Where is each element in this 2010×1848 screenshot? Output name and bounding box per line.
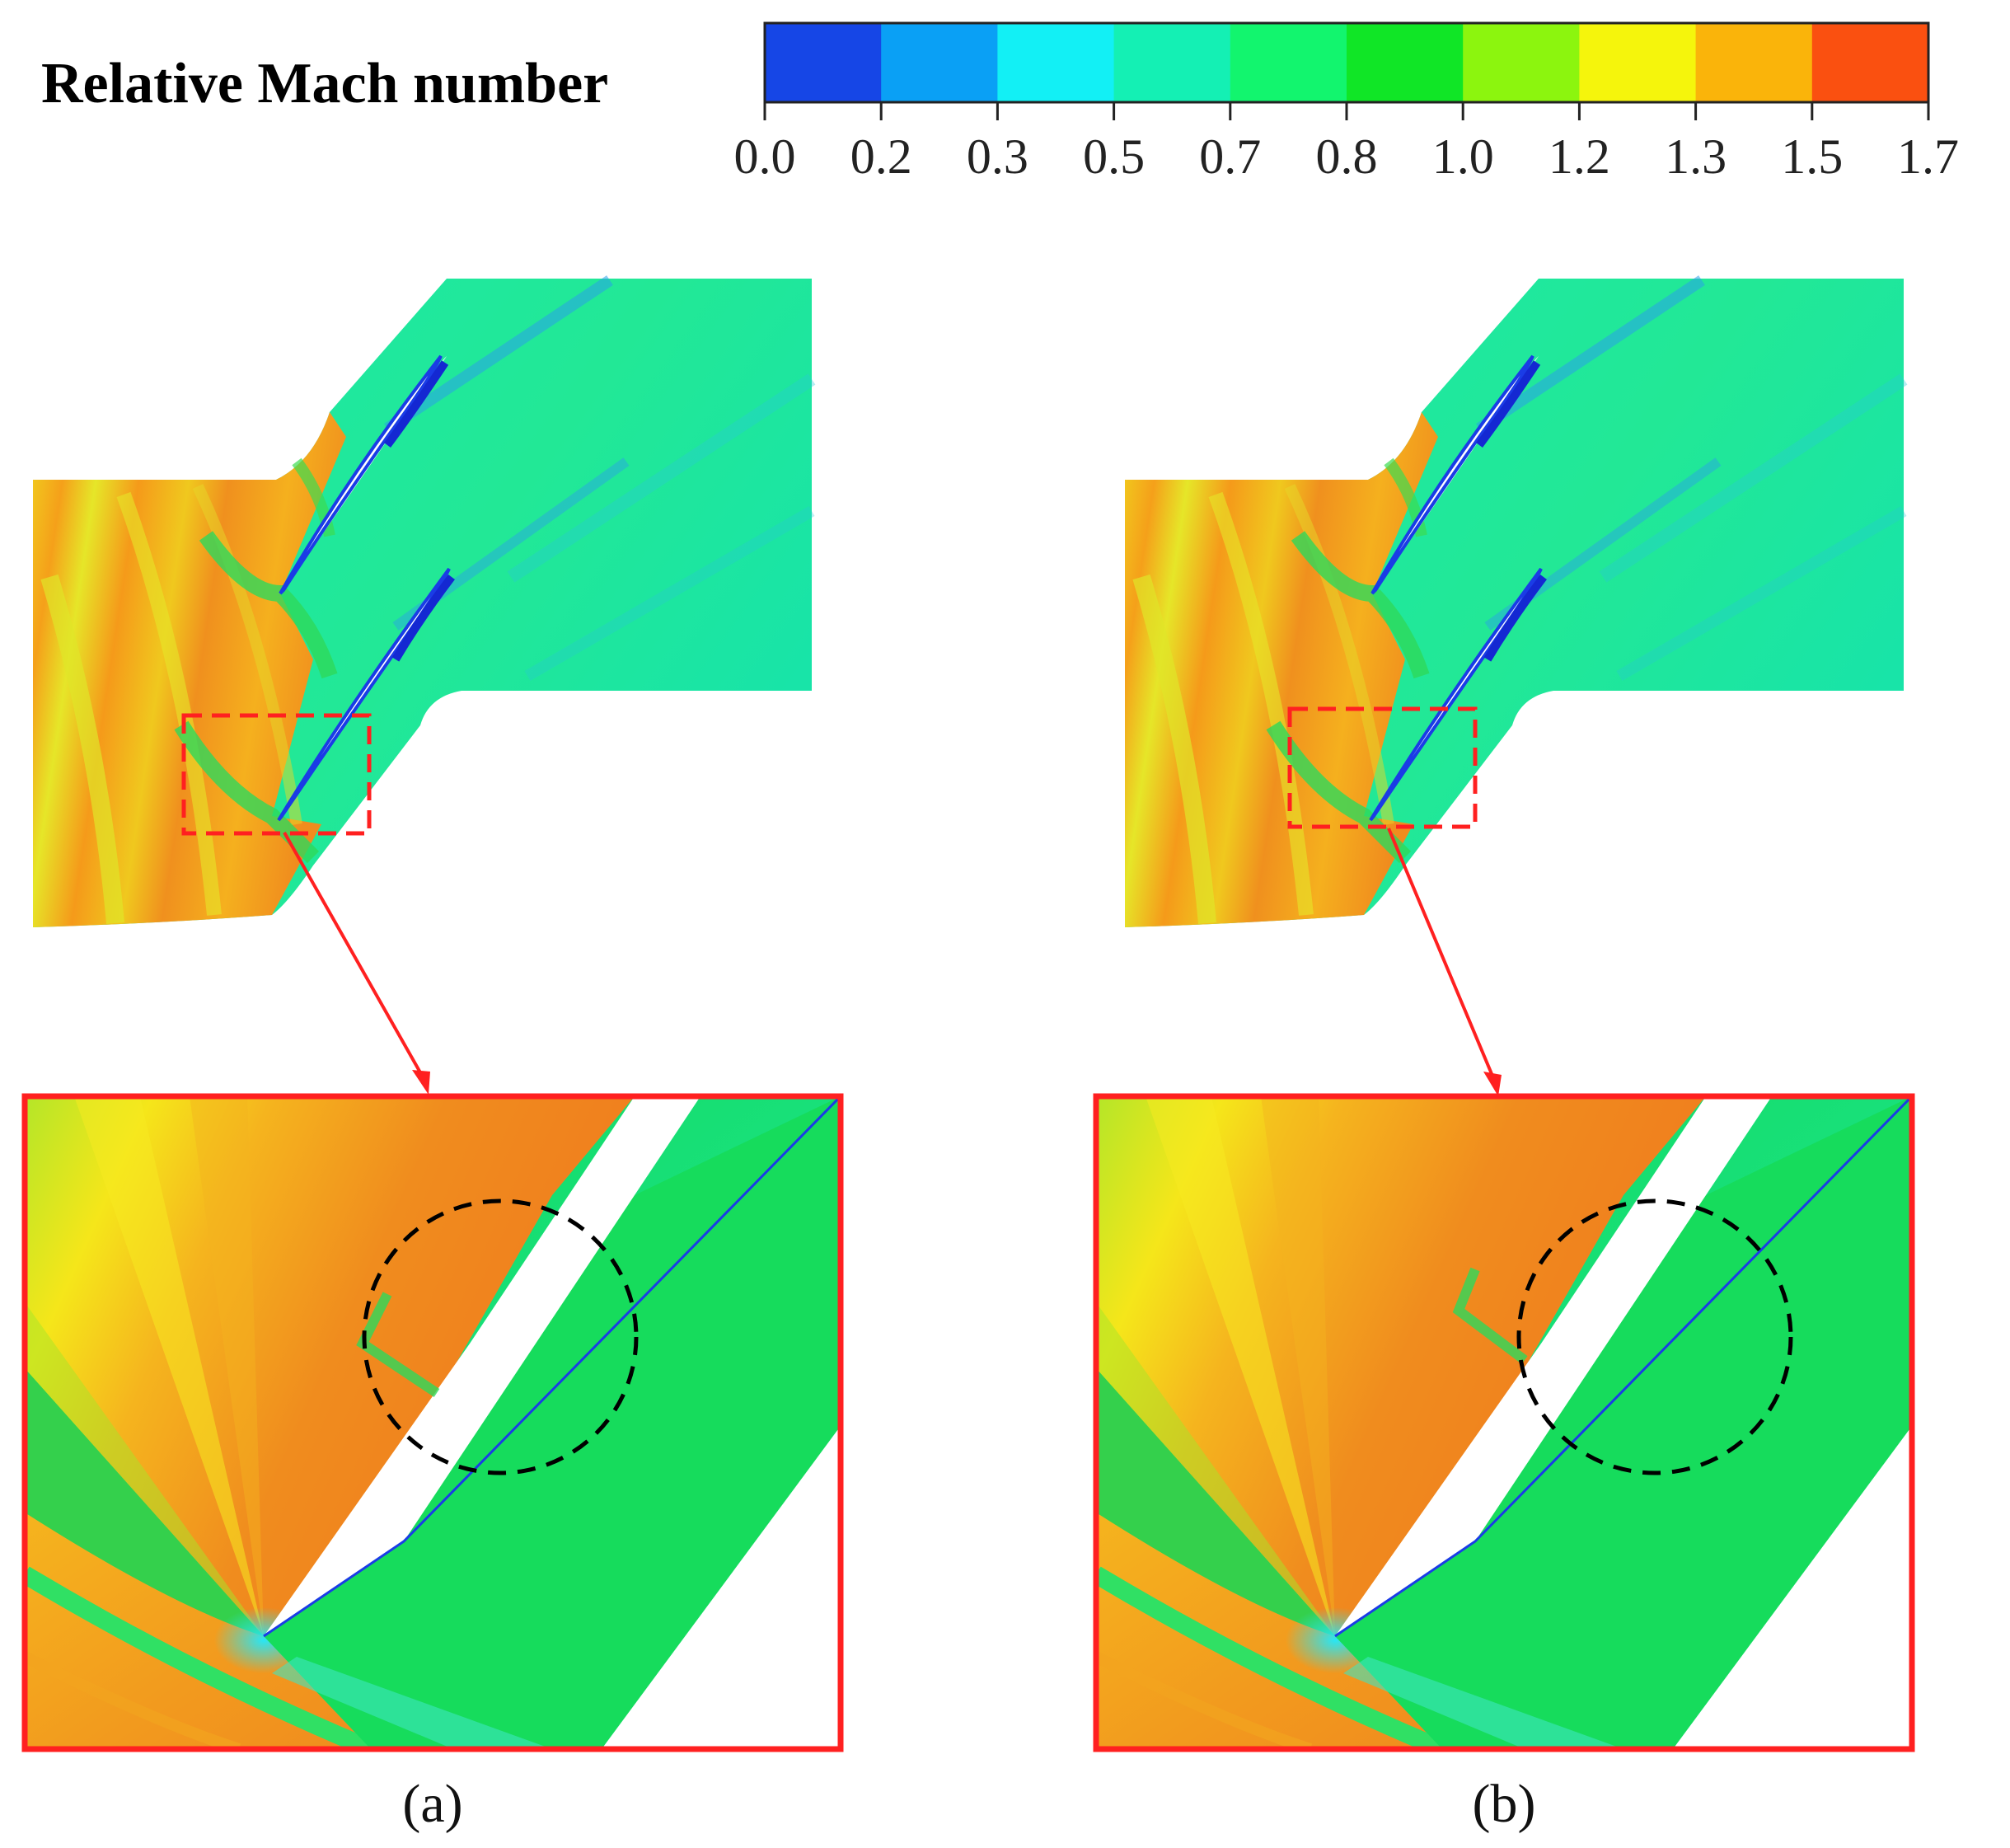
zoom-frame-a xyxy=(21,1093,844,1752)
colorbar-tick-label: 0.0 xyxy=(734,129,796,184)
colorbar-swatch xyxy=(1463,23,1580,102)
colorbar-tick-label: 0.3 xyxy=(967,129,1028,184)
panel-label-a: (a) xyxy=(402,1774,462,1834)
cascade-overview-a xyxy=(33,279,812,927)
colorbar-tick-label: 0.8 xyxy=(1316,129,1378,184)
colorbar-ticks: 0.0 0.2 0.3 0.5 0.7 0.8 1.0 1.2 1.3 1.5 1.7 xyxy=(734,102,1959,184)
colorbar-swatch xyxy=(1579,23,1697,102)
colorbar-swatch xyxy=(997,23,1115,102)
zoom-panel-b xyxy=(1093,1093,1915,1752)
shock-region-marker-b xyxy=(1516,1198,1793,1475)
colorbar-swatch xyxy=(765,23,882,102)
zoom-region-box-a xyxy=(181,713,372,836)
colorbar-tick-label: 0.5 xyxy=(1083,129,1145,184)
colorbar: Relative Mach number 0.0 0.2 0.3 0.5 0.7 0.8 1… xyxy=(41,21,1959,184)
colorbar-tick-label: 0.2 xyxy=(850,129,912,184)
colorbar-tick-label: 1.7 xyxy=(1897,129,1959,184)
cascade-overview-b xyxy=(1125,279,1904,927)
colorbar-tick-label: 1.0 xyxy=(1432,129,1494,184)
colorbar-tick-label: 1.5 xyxy=(1781,129,1843,184)
colorbar-swatch xyxy=(1230,23,1347,102)
colorbar-title: Relative Mach number xyxy=(41,52,608,115)
panel-label-b: (b) xyxy=(1473,1774,1536,1834)
zoom-region-box-b xyxy=(1287,706,1478,829)
colorbar-swatch xyxy=(1113,23,1231,102)
colorbar-swatch xyxy=(1811,23,1929,102)
colorbar-swatch xyxy=(1347,23,1464,102)
colorbar-tick-label: 1.2 xyxy=(1548,129,1610,184)
zoom-frame-b xyxy=(1093,1093,1915,1752)
colorbar-tick-label: 0.7 xyxy=(1199,129,1261,184)
zoom-arrow-a xyxy=(283,832,430,1095)
colorbar-swatch xyxy=(881,23,998,102)
zoom-panel-a xyxy=(21,1093,844,1752)
shock-region-marker-a xyxy=(362,1198,639,1475)
colorbar-swatches xyxy=(765,23,1929,102)
colorbar-tick-label: 1.3 xyxy=(1665,129,1727,184)
zoom-arrow-b xyxy=(1387,828,1502,1096)
colorbar-swatch xyxy=(1695,23,1813,102)
